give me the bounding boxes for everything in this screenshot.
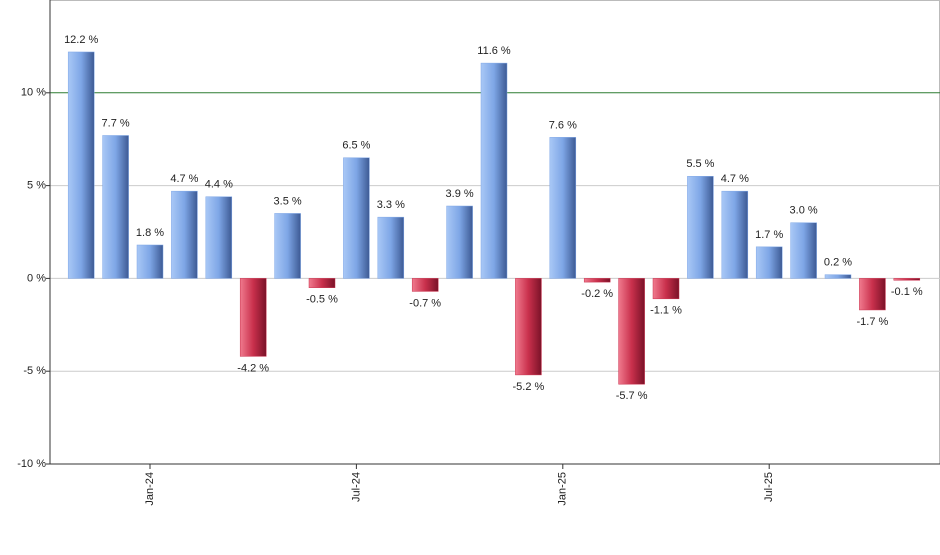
bar [893, 278, 921, 281]
bar [343, 157, 370, 279]
bar [755, 246, 783, 279]
y-tick-label: 5 % [27, 180, 46, 192]
value-label: 5.5 % [686, 158, 714, 170]
value-label: -1.7 % [857, 316, 889, 328]
bar [136, 244, 164, 279]
bar [411, 278, 439, 292]
bar [549, 137, 577, 279]
bar [308, 278, 336, 288]
value-label: 7.7 % [102, 117, 130, 129]
value-label: 3.0 % [790, 205, 818, 217]
y-tick-label: 0 % [27, 272, 46, 284]
y-tick-label: -5 % [23, 365, 46, 377]
value-label: -0.5 % [306, 294, 338, 306]
bar [239, 278, 267, 357]
value-label: 4.7 % [170, 173, 198, 185]
y-tick-label: 10 % [21, 87, 46, 99]
bar [687, 176, 714, 279]
bar [171, 190, 198, 279]
bar [721, 190, 749, 279]
value-label: -1.1 % [650, 305, 682, 317]
x-tick-label: Jan-25 [557, 472, 569, 506]
bar [859, 278, 886, 311]
x-tick-label: Jan-24 [144, 472, 156, 506]
value-label: 3.5 % [274, 195, 302, 207]
value-label: 3.9 % [446, 188, 474, 200]
value-label: 6.5 % [342, 140, 370, 152]
value-label: 12.2 % [64, 34, 98, 46]
value-label: 11.6 % [477, 45, 511, 57]
value-label: -0.1 % [891, 286, 923, 298]
bar [205, 196, 233, 279]
value-label: -5.7 % [616, 390, 648, 402]
bar [67, 51, 95, 279]
value-label: -5.2 % [513, 381, 545, 393]
bar [515, 278, 542, 376]
x-tick-label: Jul-24 [350, 472, 362, 502]
bar [480, 62, 508, 279]
value-label: -0.7 % [409, 297, 441, 309]
bar [102, 135, 129, 279]
y-tick-label: -10 % [17, 458, 46, 470]
bar [824, 274, 852, 279]
value-label: 0.2 % [824, 257, 852, 269]
value-label: 7.6 % [549, 119, 577, 131]
value-label: 1.7 % [755, 229, 783, 241]
bar [583, 278, 611, 283]
bar [274, 213, 301, 279]
value-label: 1.8 % [136, 227, 164, 239]
value-label: 3.3 % [377, 199, 405, 211]
x-tick-label: Jul-25 [763, 472, 775, 502]
value-label: -0.2 % [581, 288, 613, 300]
value-label: 4.4 % [205, 179, 233, 191]
bar [790, 222, 817, 279]
value-label: 4.7 % [721, 173, 749, 185]
value-label: -4.2 % [237, 362, 269, 374]
bar [652, 278, 680, 300]
bar [618, 278, 645, 385]
bar [446, 205, 473, 279]
bar [377, 216, 405, 279]
